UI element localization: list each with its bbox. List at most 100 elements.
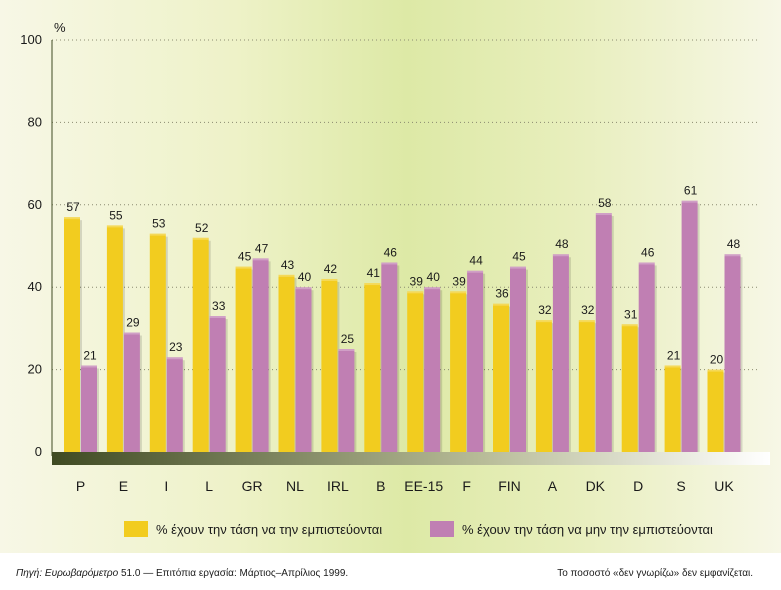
value-label-distrust-FIN: 45 bbox=[512, 250, 526, 264]
bar-distrust-S bbox=[681, 200, 698, 452]
value-label-trust-L: 52 bbox=[195, 221, 209, 235]
bar-highlight-distrust-B bbox=[381, 262, 398, 265]
source-label: Πηγή: Ευρωβαρόμετρο bbox=[16, 568, 119, 579]
bar-highlight-trust-FIN bbox=[493, 303, 509, 306]
x-tick-label-A: A bbox=[548, 478, 558, 494]
x-tick-label-F: F bbox=[462, 478, 471, 494]
value-label-trust-FIN: 36 bbox=[495, 287, 509, 301]
bar-highlight-trust-UK bbox=[707, 369, 724, 372]
value-label-distrust-P: 21 bbox=[83, 348, 97, 362]
bar-highlight-distrust-FIN bbox=[510, 266, 526, 269]
y-tick-label-100: 100 bbox=[20, 32, 42, 47]
bar-distrust-D bbox=[638, 262, 655, 452]
value-label-distrust-E: 29 bbox=[126, 316, 140, 330]
bar-distrust-GR bbox=[252, 258, 269, 452]
value-label-trust-A: 32 bbox=[538, 303, 552, 317]
bar-trust-EE-15 bbox=[407, 291, 424, 452]
bar-trust-B bbox=[364, 283, 381, 452]
bar-distrust-L bbox=[209, 316, 226, 452]
value-label-trust-P: 57 bbox=[66, 200, 80, 214]
bar-highlight-distrust-F bbox=[467, 270, 484, 273]
bar-highlight-trust-B bbox=[364, 283, 381, 286]
value-label-distrust-S: 61 bbox=[684, 184, 698, 198]
value-label-distrust-A: 48 bbox=[555, 237, 569, 251]
source-note: Πηγή: Ευρωβαρόμετρο 51.0 — Επιτόπια εργα… bbox=[16, 568, 348, 579]
bar-highlight-distrust-UK bbox=[724, 254, 741, 257]
x-tick-label-GR: GR bbox=[242, 478, 263, 494]
x-tick-label-L: L bbox=[205, 478, 213, 494]
value-label-distrust-L: 33 bbox=[212, 299, 226, 313]
bar-trust-P bbox=[64, 217, 80, 452]
bar-distrust-P bbox=[81, 365, 97, 452]
bar-highlight-trust-S bbox=[664, 365, 681, 368]
bar-distrust-IRL bbox=[338, 349, 355, 452]
value-label-distrust-D: 46 bbox=[641, 245, 655, 259]
x-tick-label-EE-15: EE-15 bbox=[404, 478, 443, 494]
value-label-trust-IRL: 42 bbox=[324, 262, 338, 276]
x-tick-label-S: S bbox=[676, 478, 685, 494]
x-tick-label-D: D bbox=[633, 478, 643, 494]
bar-trust-E bbox=[106, 225, 123, 452]
legend-label-distrust: % έχουν την τάση να μην την εμπιστεύοντα… bbox=[462, 521, 713, 537]
x-tick-label-E: E bbox=[119, 478, 128, 494]
value-label-distrust-EE-15: 40 bbox=[427, 270, 441, 284]
value-label-trust-UK: 20 bbox=[710, 353, 724, 367]
y-tick-label-20: 20 bbox=[28, 362, 42, 377]
bar-highlight-trust-A bbox=[535, 320, 552, 323]
bar-trust-UK bbox=[707, 369, 724, 452]
bar-highlight-trust-D bbox=[621, 324, 638, 327]
value-label-trust-B: 41 bbox=[367, 266, 381, 280]
bar-highlight-distrust-GR bbox=[252, 258, 269, 261]
bar-highlight-trust-GR bbox=[235, 266, 252, 269]
value-label-distrust-B: 46 bbox=[384, 245, 398, 259]
legend-item-trust: % έχουν την τάση να την εμπιστεύονται bbox=[124, 519, 382, 539]
bar-trust-A bbox=[535, 320, 552, 452]
bar-distrust-A bbox=[552, 254, 569, 452]
bar-highlight-trust-IRL bbox=[321, 278, 338, 281]
bar-distrust-B bbox=[381, 262, 398, 452]
bar-highlight-trust-DK bbox=[578, 320, 595, 323]
bar-distrust-FIN bbox=[510, 266, 526, 452]
bar-highlight-distrust-P bbox=[81, 365, 97, 368]
y-tick-label-60: 60 bbox=[28, 197, 42, 212]
value-label-distrust-UK: 48 bbox=[727, 237, 741, 251]
value-label-trust-GR: 45 bbox=[238, 250, 252, 264]
bar-trust-NL bbox=[278, 274, 295, 452]
bar-highlight-trust-I bbox=[149, 233, 166, 236]
y-unit-label: % bbox=[54, 20, 66, 35]
bar-distrust-I bbox=[166, 357, 183, 452]
value-label-trust-D: 31 bbox=[624, 307, 638, 321]
bar-highlight-distrust-D bbox=[638, 262, 655, 265]
x-tick-label-P: P bbox=[76, 478, 85, 494]
bar-trust-I bbox=[149, 233, 166, 452]
bar-trust-GR bbox=[235, 266, 252, 452]
value-label-trust-NL: 43 bbox=[281, 258, 295, 272]
value-label-distrust-NL: 40 bbox=[298, 270, 312, 284]
y-tick-label-0: 0 bbox=[35, 444, 42, 459]
value-label-trust-DK: 32 bbox=[581, 303, 595, 317]
x-axis-band bbox=[52, 452, 770, 465]
legend-swatch-distrust bbox=[430, 521, 454, 537]
y-tick-label-80: 80 bbox=[28, 114, 42, 129]
bar-highlight-distrust-IRL bbox=[338, 349, 355, 351]
bar-highlight-distrust-S bbox=[681, 200, 698, 203]
bar-highlight-distrust-NL bbox=[295, 287, 312, 290]
legend-label-trust: % έχουν την τάση να την εμπιστεύονται bbox=[156, 521, 383, 537]
bar-highlight-trust-L bbox=[192, 237, 209, 240]
x-tick-label-UK: UK bbox=[714, 478, 734, 494]
value-label-distrust-GR: 47 bbox=[255, 241, 269, 255]
bar-highlight-trust-NL bbox=[278, 274, 295, 277]
bar-highlight-trust-F bbox=[450, 291, 467, 294]
value-label-distrust-IRL: 25 bbox=[341, 332, 355, 346]
x-tick-label-B: B bbox=[376, 478, 385, 494]
bar-highlight-trust-EE-15 bbox=[407, 291, 424, 294]
value-label-distrust-I: 23 bbox=[169, 340, 183, 354]
bar-highlight-trust-P bbox=[64, 217, 80, 220]
bar-distrust-F bbox=[467, 270, 484, 452]
value-label-distrust-DK: 58 bbox=[598, 196, 612, 210]
bar-trust-L bbox=[192, 237, 209, 452]
legend-item-distrust: % έχουν την τάση να μην την εμπιστεύοντα… bbox=[430, 519, 713, 539]
bar-highlight-trust-E bbox=[106, 225, 123, 228]
x-tick-label-DK: DK bbox=[586, 478, 606, 494]
bar-chart: 020406080100%5721P5529E5323I5233L4547GR4… bbox=[20, 20, 770, 494]
